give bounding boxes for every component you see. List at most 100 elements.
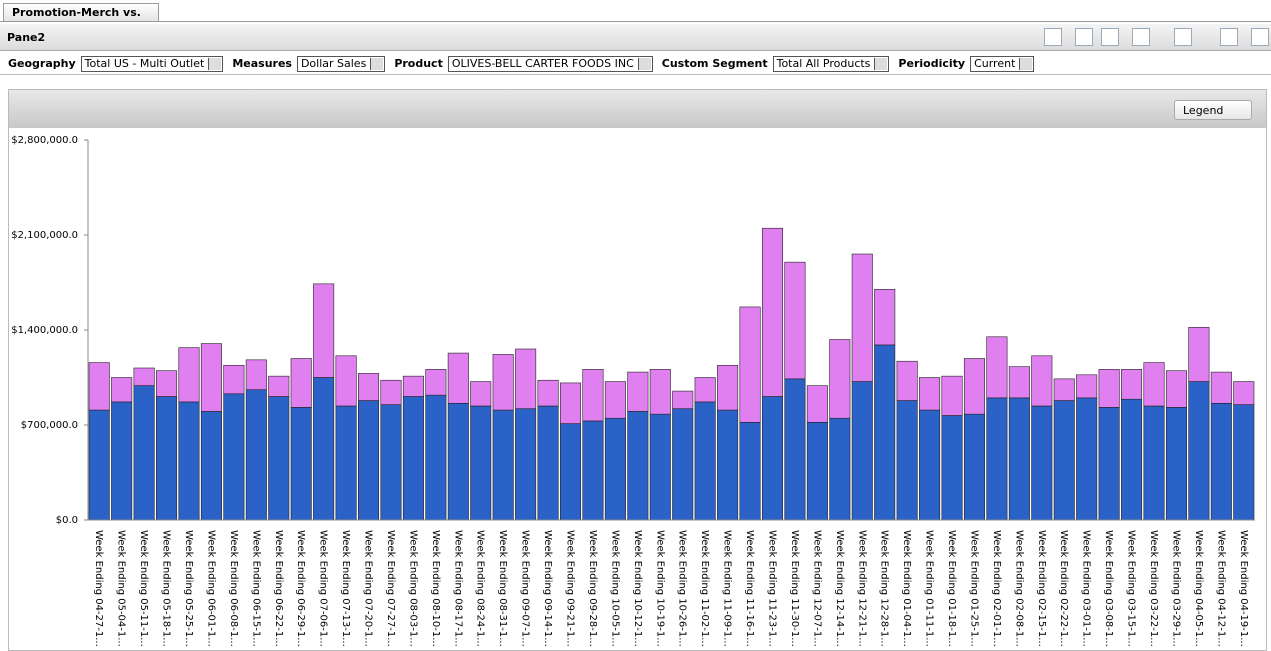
x-tick-label: Week Ending 10-05-1... bbox=[609, 530, 620, 647]
y-tick-label: $700,000.0 bbox=[21, 420, 78, 431]
x-tick-label: Week Ending 07-13-1... bbox=[340, 530, 351, 647]
bar-segment bbox=[761, 396, 784, 521]
x-tick-label: Week Ending 11-16-1... bbox=[744, 530, 755, 647]
x-tick-label: Week Ending 01-04-1... bbox=[901, 530, 912, 647]
x-tick-label: Week Ending 06-22-1... bbox=[273, 530, 284, 647]
x-tick-label: Week Ending 02-15-1... bbox=[1036, 530, 1047, 647]
bar-segment bbox=[1008, 366, 1030, 399]
bar-segment bbox=[200, 343, 222, 412]
bar-segment bbox=[559, 423, 582, 521]
filter-dropdown[interactable]: Total All Products bbox=[772, 55, 890, 72]
x-tick-label: Week Ending 02-01-1... bbox=[991, 530, 1002, 647]
bar-segment bbox=[1165, 370, 1187, 408]
bar-segment bbox=[739, 421, 761, 521]
bar-segment bbox=[245, 359, 267, 391]
x-tick-label: Week Ending 06-01-1... bbox=[205, 530, 216, 647]
bar-segment bbox=[582, 369, 604, 422]
columns-button[interactable] bbox=[1101, 28, 1119, 46]
bar-segment bbox=[537, 405, 559, 521]
legend-button[interactable]: Legend bbox=[1174, 100, 1252, 120]
x-tick-label: Week Ending 09-21-1... bbox=[565, 530, 576, 647]
bar-segment bbox=[111, 401, 133, 521]
bar-segment bbox=[223, 393, 245, 521]
bar-segment bbox=[380, 379, 402, 405]
sort-button[interactable] bbox=[1075, 28, 1093, 46]
bar-segment bbox=[717, 364, 739, 411]
x-tick-label: Week Ending 08-31-1... bbox=[497, 530, 508, 647]
bar-segment bbox=[627, 371, 649, 412]
settings-button[interactable] bbox=[1251, 28, 1269, 46]
bar-segment bbox=[829, 339, 851, 419]
bar-segment bbox=[1143, 405, 1165, 521]
bar-segment bbox=[941, 415, 963, 521]
bar-segment bbox=[874, 344, 896, 521]
bar-segment bbox=[492, 409, 514, 521]
bar-segment bbox=[582, 420, 604, 521]
bar-segment bbox=[1098, 369, 1120, 408]
bar-segment bbox=[1210, 371, 1232, 404]
x-tick-label: Week Ending 03-29-1... bbox=[1170, 530, 1181, 647]
x-tick-label: Week Ending 04-05-1... bbox=[1193, 530, 1204, 647]
bar-segment bbox=[268, 375, 290, 397]
bar-segment bbox=[335, 405, 357, 521]
x-tick-label: Week Ending 04-27-1... bbox=[93, 530, 104, 647]
bar-segment bbox=[829, 417, 851, 521]
x-tick-label: Week Ending 10-26-1... bbox=[677, 530, 688, 647]
x-tick-label: Week Ending 07-27-1... bbox=[385, 530, 396, 647]
filter-bar: Geography Total US - Multi Outlet Measures… bbox=[0, 53, 1271, 75]
bar-segment bbox=[402, 396, 424, 521]
x-tick-label: Week Ending 02-22-1... bbox=[1058, 530, 1069, 647]
bar-segment bbox=[380, 404, 402, 521]
bar-segment bbox=[717, 409, 739, 521]
x-tick-label: Week Ending 11-23-1... bbox=[766, 530, 777, 647]
pane-title: Pane2 bbox=[7, 31, 46, 44]
bar-segment bbox=[470, 381, 492, 407]
filter-dropdown[interactable]: Total US - Multi Outlet bbox=[80, 55, 224, 72]
bar-segment bbox=[313, 283, 335, 378]
bar-segment bbox=[447, 402, 469, 521]
filter-dropdown[interactable]: Dollar Sales bbox=[296, 55, 386, 72]
x-tick-label: Week Ending 09-07-1... bbox=[520, 530, 531, 647]
x-tick-label: Week Ending 10-19-1... bbox=[654, 530, 665, 647]
x-tick-label: Week Ending 05-18-1... bbox=[161, 530, 172, 647]
bar-segment bbox=[200, 411, 222, 521]
bar-segment bbox=[1031, 355, 1053, 407]
x-tick-label: Week Ending 11-02-1... bbox=[699, 530, 710, 647]
bar-segment bbox=[178, 347, 200, 403]
bar-segment bbox=[986, 397, 1008, 521]
y-tick-label: $0.0 bbox=[56, 515, 78, 526]
y-tick-label: $2,100,000.0 bbox=[11, 230, 78, 241]
filter-button[interactable] bbox=[1044, 28, 1062, 46]
bar-segment bbox=[739, 306, 761, 423]
bar-segment bbox=[896, 360, 918, 401]
bar-segment bbox=[1031, 405, 1053, 521]
bar-segment bbox=[313, 377, 335, 521]
bar-segment bbox=[245, 389, 267, 521]
bar-segment bbox=[784, 378, 806, 521]
bar-segment bbox=[133, 385, 155, 521]
bar-segment bbox=[694, 401, 716, 521]
y-tick-label: $2,800,000.0 bbox=[11, 135, 78, 146]
bar-segment bbox=[88, 362, 110, 411]
x-tick-label: Week Ending 07-06-1... bbox=[318, 530, 329, 647]
bar-segment bbox=[223, 364, 245, 395]
sum-button[interactable] bbox=[1132, 28, 1150, 46]
x-tick-label: Week Ending 03-22-1... bbox=[1148, 530, 1159, 647]
bar-segment bbox=[1076, 374, 1098, 399]
bar-segment bbox=[604, 381, 626, 419]
bar-segment bbox=[335, 355, 357, 407]
filter-dropdown[interactable]: Current bbox=[970, 55, 1035, 72]
filter-dropdown[interactable]: OLIVES-BELL CARTER FOODS INC bbox=[447, 55, 653, 72]
bar-segment bbox=[1143, 362, 1165, 407]
bar-segment bbox=[761, 227, 784, 397]
bar-segment bbox=[470, 405, 492, 521]
bar-segment bbox=[963, 413, 985, 521]
chart-panel-header bbox=[9, 90, 1266, 128]
tab-line bbox=[0, 21, 1271, 22]
layout-button[interactable] bbox=[1174, 28, 1192, 46]
x-tick-label: Week Ending 06-08-1... bbox=[228, 530, 239, 647]
bar-segment bbox=[156, 370, 178, 397]
filter-label: Periodicity bbox=[898, 57, 966, 70]
info-button[interactable] bbox=[1220, 28, 1238, 46]
bar-segment bbox=[963, 358, 985, 415]
